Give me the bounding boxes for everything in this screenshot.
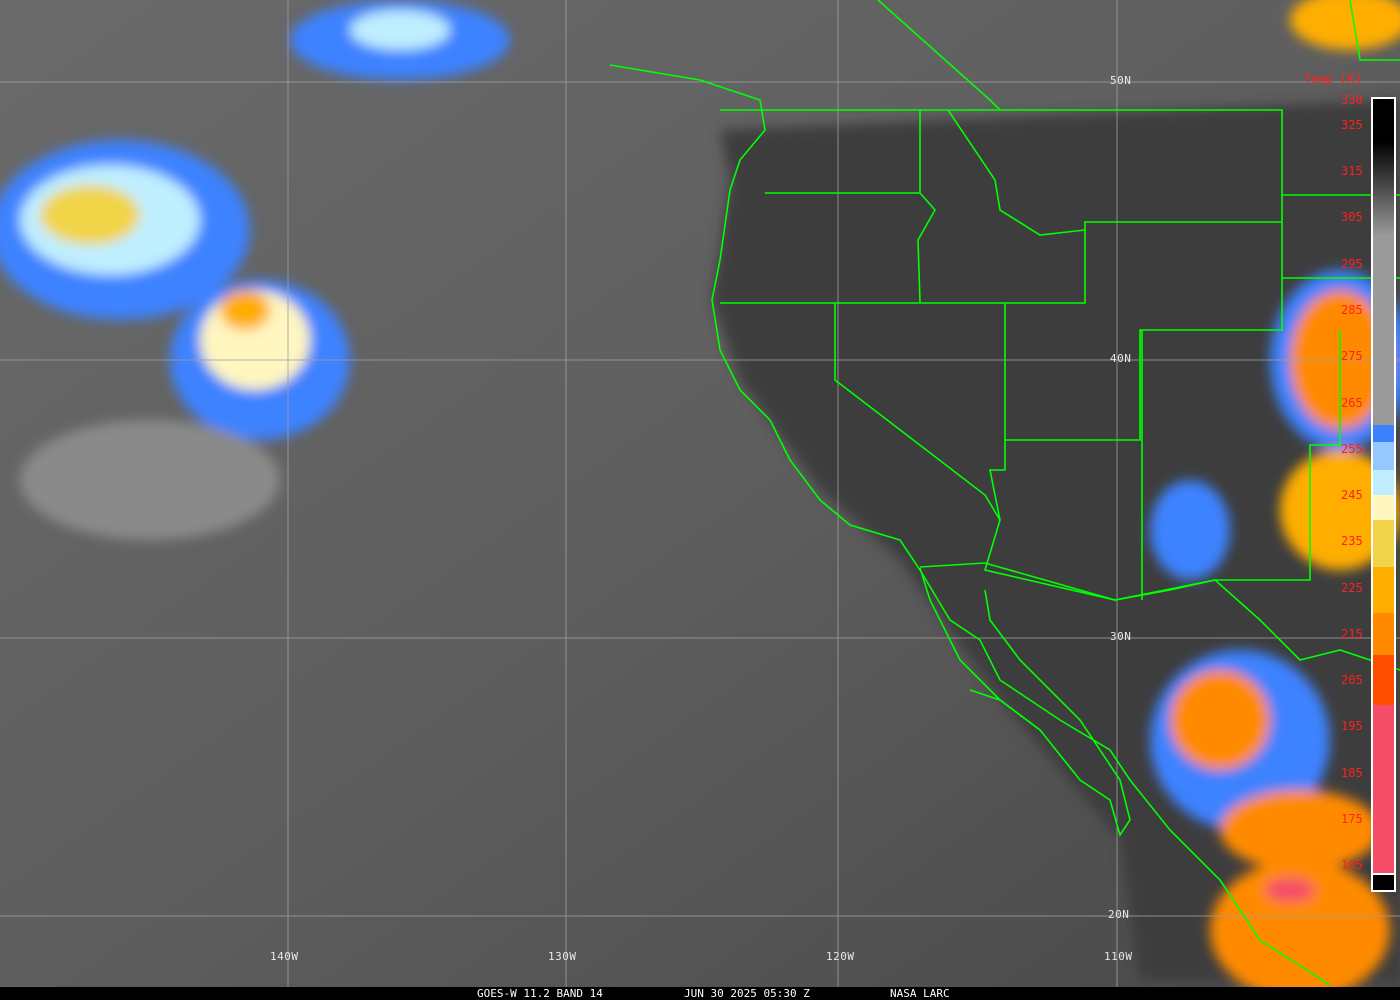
colorbar-tick-label: 275: [1341, 349, 1363, 363]
lon-label: 120W: [826, 950, 855, 963]
timestamp: JUN 30 2025 05:30 Z: [684, 987, 810, 1000]
source-label: NASA LARC: [890, 987, 950, 1000]
colorbar-swatch: [1373, 470, 1394, 495]
colorbar-swatch: [1373, 875, 1394, 890]
lon-label: 110W: [1104, 950, 1133, 963]
colorbar-tick-label: 255: [1341, 442, 1363, 456]
lon-label: 140W: [270, 950, 299, 963]
colorbar-tick-label: 325: [1341, 118, 1363, 132]
temperature-colorbar: [1371, 97, 1396, 892]
colorbar-tick-label: 185: [1341, 766, 1363, 780]
colorbar-tick-label: 265: [1341, 396, 1363, 410]
colorbar-tick-label: 195: [1341, 719, 1363, 733]
colorbar-tick-label: 330: [1341, 93, 1363, 107]
satellite-band: GOES-W 11.2 BAND 14: [477, 987, 603, 1000]
colorbar-swatch: [1373, 495, 1394, 520]
colorbar-swatch: [1373, 425, 1394, 442]
colorbar-swatch: [1373, 655, 1394, 705]
caption-bar: GOES-W 11.2 BAND 14 JUN 30 2025 05:30 Z …: [0, 987, 1400, 1000]
colorbar-swatch: [1373, 567, 1394, 613]
coastlines-and-borders: [609, 0, 1400, 986]
colorbar-tick-label: 225: [1341, 581, 1363, 595]
colorbar-tick-label: 305: [1341, 210, 1363, 224]
colorbar-swatch: [1373, 705, 1394, 873]
lon-label: 130W: [548, 950, 577, 963]
colorbar-tick-label: 215: [1341, 627, 1363, 641]
colorbar-tick-label: 235: [1341, 534, 1363, 548]
colorbar-tick-label: 205: [1341, 673, 1363, 687]
lat-label: 20N: [1108, 908, 1130, 921]
cloud-system-northwest: [0, 0, 510, 540]
colorbar-swatch: [1373, 442, 1394, 470]
colorbar-tick-label: 245: [1341, 488, 1363, 502]
colorbar-tick-label: 285: [1341, 303, 1363, 317]
colorbar-swatch: [1373, 613, 1394, 655]
cloud-system-southeast: [1150, 0, 1400, 1000]
lat-label: 50N: [1110, 74, 1132, 87]
colorbar-swatch: [1373, 520, 1394, 567]
colorbar-tick-label: 175: [1341, 812, 1363, 826]
colorbar-tick-label: 315: [1341, 164, 1363, 178]
colorbar-tick-label: 165: [1341, 858, 1363, 872]
lat-label: 40N: [1110, 352, 1132, 365]
lat-label: 30N: [1110, 630, 1132, 643]
colorbar-title: Temp [K]: [1304, 72, 1362, 86]
colorbar-tick-label: 295: [1341, 257, 1363, 271]
